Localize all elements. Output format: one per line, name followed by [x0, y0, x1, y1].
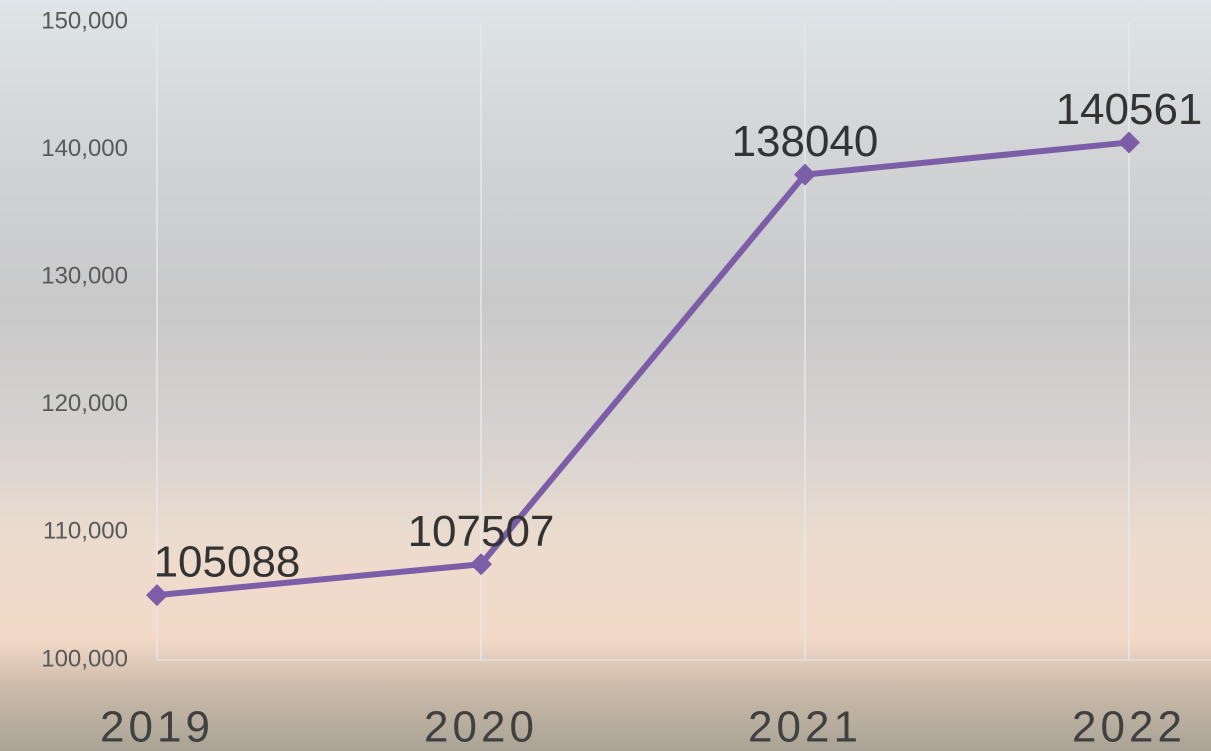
marker: [146, 584, 168, 607]
marker: [1118, 131, 1140, 154]
data-label: 140561: [1056, 85, 1203, 134]
data-label: 107507: [408, 507, 555, 556]
data-label: 138040: [732, 117, 879, 166]
marker: [470, 553, 492, 576]
y-tick-label: 100,000: [41, 645, 128, 672]
y-tick-label: 140,000: [41, 135, 128, 162]
y-tick-label: 150,000: [41, 7, 128, 34]
data-label: 105088: [154, 538, 301, 587]
x-tick-label: 2021: [748, 703, 862, 751]
line: [156, 139, 1130, 599]
y-tick-label: 120,000: [41, 390, 128, 417]
x-tick-label: 2022: [1072, 703, 1186, 751]
x-tick-label: 2020: [424, 703, 538, 751]
x-tick-label: 2019: [100, 703, 214, 751]
y-tick-label: 110,000: [43, 518, 128, 545]
y-tick-label: 130,000: [41, 263, 128, 290]
marker: [794, 163, 816, 186]
